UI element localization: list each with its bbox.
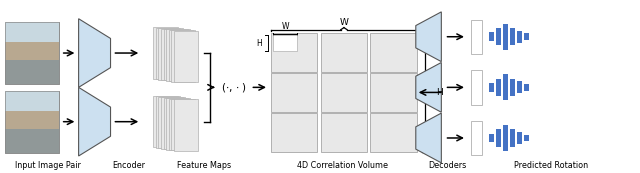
Bar <box>495 28 501 45</box>
Bar <box>509 129 515 147</box>
Bar <box>4 91 59 153</box>
Bar <box>470 70 482 104</box>
Bar <box>470 121 482 155</box>
Bar <box>321 73 367 112</box>
Bar <box>4 91 59 119</box>
FancyBboxPatch shape <box>169 30 193 81</box>
Bar <box>502 24 508 50</box>
FancyBboxPatch shape <box>166 98 190 150</box>
FancyBboxPatch shape <box>172 30 195 82</box>
Bar <box>509 28 515 45</box>
Bar <box>371 73 417 112</box>
Bar <box>271 113 317 152</box>
Polygon shape <box>79 87 111 156</box>
Polygon shape <box>416 62 442 112</box>
Text: W: W <box>339 18 348 27</box>
Text: W: W <box>282 22 289 31</box>
Bar <box>4 22 59 84</box>
FancyBboxPatch shape <box>154 96 177 147</box>
Text: 4D Correlation Volume: 4D Correlation Volume <box>297 161 388 170</box>
Bar <box>321 33 367 72</box>
Bar <box>516 81 522 93</box>
FancyBboxPatch shape <box>173 99 198 151</box>
FancyBboxPatch shape <box>173 31 198 82</box>
FancyBboxPatch shape <box>161 97 185 149</box>
FancyBboxPatch shape <box>161 29 185 80</box>
FancyBboxPatch shape <box>159 97 182 148</box>
FancyBboxPatch shape <box>154 27 177 79</box>
Text: Predicted Rotation: Predicted Rotation <box>514 161 588 170</box>
Bar <box>4 125 59 153</box>
Bar <box>321 113 367 152</box>
Bar <box>495 129 501 147</box>
FancyBboxPatch shape <box>156 96 180 148</box>
FancyBboxPatch shape <box>172 99 195 151</box>
Bar <box>488 33 494 41</box>
Bar <box>4 42 59 60</box>
Text: $(\cdot,\cdot)$: $(\cdot,\cdot)$ <box>221 81 246 94</box>
Bar <box>4 22 59 50</box>
Polygon shape <box>79 19 111 87</box>
Bar <box>524 33 529 40</box>
Text: Decoders: Decoders <box>429 161 467 170</box>
Text: Feature Maps: Feature Maps <box>177 161 231 170</box>
Bar <box>371 33 417 72</box>
Bar <box>271 73 317 112</box>
Bar <box>4 111 59 129</box>
Bar <box>4 22 59 84</box>
Polygon shape <box>416 113 442 163</box>
Bar <box>502 125 508 151</box>
Text: Encoder: Encoder <box>112 161 145 170</box>
Polygon shape <box>416 12 442 62</box>
FancyBboxPatch shape <box>164 29 188 80</box>
Bar <box>509 79 515 96</box>
FancyBboxPatch shape <box>156 28 180 79</box>
Bar <box>273 35 297 51</box>
Bar <box>488 134 494 142</box>
Bar <box>4 56 59 84</box>
Bar <box>495 79 501 96</box>
FancyBboxPatch shape <box>166 29 190 81</box>
FancyBboxPatch shape <box>169 98 193 150</box>
Bar <box>470 20 482 54</box>
FancyBboxPatch shape <box>159 28 182 80</box>
Bar <box>271 33 317 72</box>
Text: H: H <box>436 88 443 97</box>
Bar <box>4 91 59 153</box>
Bar <box>524 84 529 91</box>
Bar <box>516 132 522 144</box>
FancyBboxPatch shape <box>164 98 188 149</box>
Bar <box>502 75 508 100</box>
Bar <box>488 83 494 92</box>
Text: Input Image Pair: Input Image Pair <box>15 161 81 170</box>
Bar <box>524 135 529 141</box>
Text: H: H <box>256 39 262 48</box>
Bar <box>371 113 417 152</box>
Bar <box>516 31 522 43</box>
